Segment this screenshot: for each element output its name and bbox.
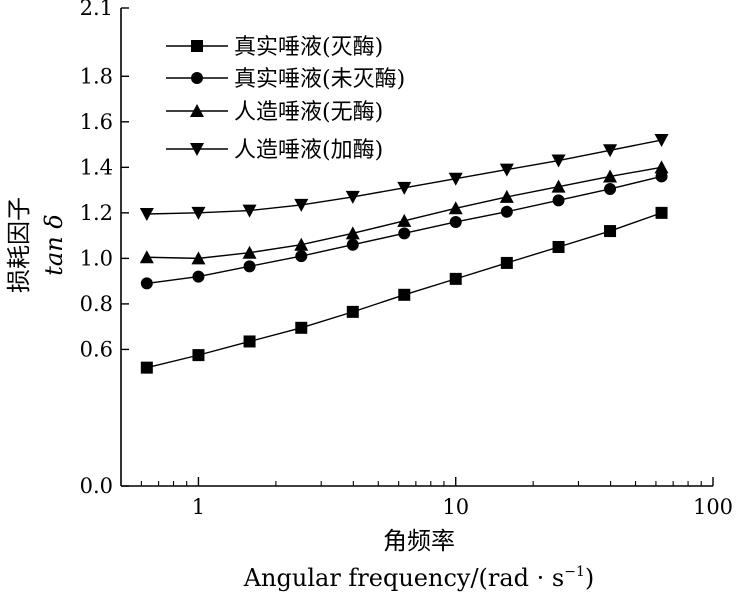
series-group	[139, 134, 669, 374]
x-axis-title-en-sup: −1	[564, 564, 585, 580]
y-tick-label: 0.8	[80, 292, 113, 316]
data-point	[552, 194, 565, 207]
y-tick-label: 0.6	[80, 337, 113, 361]
legend-label: 人造唾液(加酶)	[234, 138, 383, 163]
data-point	[603, 169, 618, 183]
legend-marker	[191, 72, 203, 84]
legend-marker	[190, 104, 204, 117]
series-1	[140, 206, 668, 374]
x-axis-title-en: Angular frequency/(rad · s−1)	[243, 564, 595, 592]
data-point	[500, 256, 513, 269]
series-line	[146, 139, 662, 215]
x-axis-title-en-close: )	[585, 564, 594, 592]
data-point	[448, 172, 463, 186]
data-point	[604, 225, 617, 238]
data-point	[139, 207, 154, 221]
series-3	[139, 160, 669, 265]
legend: 真实唾液(灭酶) 真实唾液(未灭酶) 人造唾液(无酶) 人造唾液(加酶)	[166, 35, 405, 163]
axis-titles: 角频率 Angular frequency/(rad · s−1) 损耗因子 t…	[5, 197, 594, 592]
data-point	[242, 245, 257, 259]
data-point	[346, 238, 359, 251]
data-point	[499, 189, 514, 203]
data-point	[192, 270, 205, 283]
legend-label: 真实唾液(未灭酶)	[234, 67, 405, 92]
data-point	[397, 213, 412, 227]
data-point	[346, 305, 359, 318]
y-tick-label: 1.8	[80, 64, 113, 88]
x-tick-label: 100	[693, 495, 733, 519]
x-tick-label: 10	[442, 495, 469, 519]
legend-item-1: 真实唾液(灭酶)	[166, 35, 383, 60]
y-tick-label: 1.2	[80, 201, 113, 225]
data-point	[294, 237, 309, 251]
data-point	[243, 335, 256, 348]
series-4	[139, 134, 669, 221]
data-point	[295, 321, 308, 334]
data-point	[655, 170, 668, 183]
data-point	[500, 205, 513, 218]
data-point	[191, 251, 206, 265]
axes: 0.0 0.6 0.8 1.0 1.2 1.4 1.6 1.8 2.1 1 10 100	[80, 0, 733, 519]
data-point	[604, 182, 617, 195]
y-tick-label: 1.6	[80, 110, 113, 134]
data-point	[655, 206, 668, 219]
x-axis-title-en-main: Angular frequency/(rad · s	[243, 564, 565, 592]
data-point	[295, 250, 308, 263]
series-2	[140, 170, 668, 290]
data-point	[398, 227, 411, 240]
data-point	[345, 190, 360, 204]
data-point	[551, 154, 566, 168]
data-point	[603, 144, 618, 158]
data-point	[654, 160, 669, 174]
data-point	[191, 206, 206, 220]
data-point	[552, 241, 565, 253]
legend-marker	[190, 143, 204, 156]
y-axis-title-en: tan δ	[40, 214, 68, 276]
x-axis-title-cn: 角频率	[383, 527, 455, 555]
data-point	[449, 272, 462, 285]
data-point	[448, 201, 463, 215]
data-point	[140, 277, 153, 290]
data-point	[499, 163, 514, 177]
y-tick-label: 2.1	[80, 0, 113, 20]
data-point	[449, 215, 462, 228]
data-point	[192, 349, 205, 362]
legend-item-4: 人造唾液(加酶)	[166, 138, 383, 163]
y-tick-label: 1.4	[80, 155, 113, 179]
y-tick-label: 0.0	[80, 474, 113, 498]
data-point	[551, 179, 566, 193]
data-point	[654, 134, 669, 148]
data-point	[294, 198, 309, 212]
y-tick-label: 1.0	[80, 246, 113, 270]
data-point	[398, 288, 411, 301]
x-tick-label: 1	[192, 495, 205, 519]
data-point	[140, 361, 153, 374]
data-point	[345, 226, 360, 240]
legend-label: 人造唾液(无酶)	[234, 100, 383, 125]
data-point	[242, 204, 257, 218]
legend-label: 真实唾液(灭酶)	[234, 35, 383, 60]
legend-item-2: 真实唾液(未灭酶)	[166, 67, 405, 92]
legend-marker	[191, 40, 203, 52]
legend-item-3: 人造唾液(无酶)	[166, 100, 383, 125]
y-axis-title-cn: 损耗因子	[5, 197, 33, 293]
data-point	[397, 181, 412, 195]
data-point	[139, 250, 154, 264]
series-line	[146, 166, 662, 260]
data-point	[243, 260, 256, 273]
